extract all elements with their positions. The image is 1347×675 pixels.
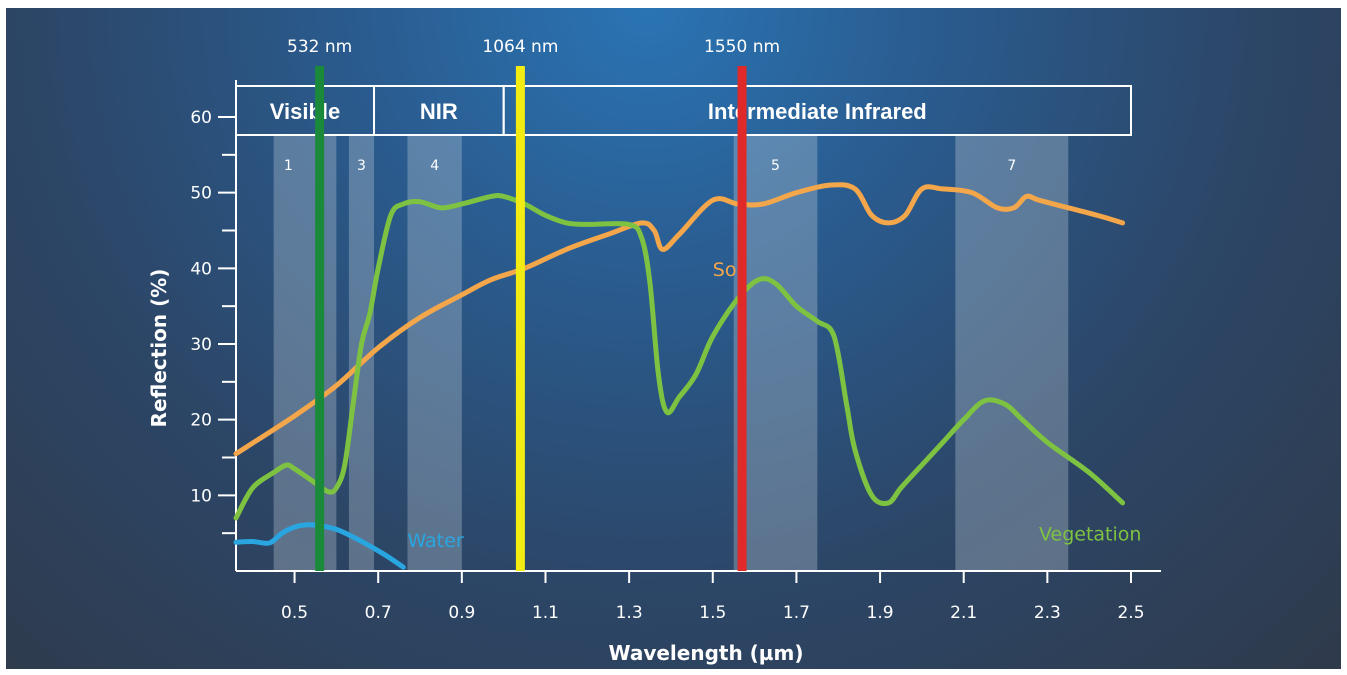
band-label-1: 1 [284, 158, 293, 174]
x-tick-label-2.3: 2.3 [1034, 603, 1061, 623]
band-label-3: 3 [357, 158, 366, 174]
x-tick-label-1.1: 1.1 [532, 603, 559, 623]
laser-label-0: 532 nm [287, 37, 352, 57]
x-tick-label-2.1: 2.1 [950, 603, 977, 623]
x-tick-label-1.5: 1.5 [699, 603, 726, 623]
soil-line [233, 182, 1126, 457]
y-tick-label-10: 10 [190, 486, 212, 506]
y-tick-label-40: 40 [190, 259, 212, 279]
vegetation-line [233, 193, 1126, 521]
y-tick-label-60: 60 [190, 108, 212, 128]
water-label: Water [407, 530, 463, 552]
x-tick-label-1.9: 1.9 [867, 603, 894, 623]
vegetation-label: Vegetation [1039, 524, 1141, 546]
chart-panel: 123457VisibleNIRIntermediate Infrared102… [6, 8, 1341, 669]
y-axis-title: Reflection (%) [147, 269, 171, 428]
y-tick-label-50: 50 [190, 184, 212, 204]
band-5 [733, 135, 818, 571]
band-7 [955, 135, 1069, 571]
y-tick-label-20: 20 [190, 411, 212, 431]
region-label-0: Visible [270, 99, 341, 124]
x-tick-label-1.3: 1.3 [616, 603, 643, 623]
x-tick-label-0.9: 0.9 [448, 603, 475, 623]
band-1 [273, 135, 303, 571]
x-tick-label-1.7: 1.7 [783, 603, 810, 623]
x-tick-label-2.5: 2.5 [1117, 603, 1144, 623]
band-label-4: 4 [430, 158, 439, 174]
reflectance-chart: 123457VisibleNIRIntermediate Infrared102… [147, 37, 1161, 665]
x-tick-label-0.7: 0.7 [365, 603, 392, 623]
laser-label-2: 1550 nm [704, 37, 780, 57]
x-tick-label-0.5: 0.5 [281, 603, 308, 623]
water-line [233, 522, 406, 570]
region-label-1: NIR [420, 99, 458, 124]
region-box-2 [502, 85, 1132, 136]
x-axis-title: Wavelength (µm) [608, 641, 803, 665]
band-label-7: 7 [1007, 158, 1016, 174]
y-tick-label-30: 30 [190, 335, 212, 355]
laser-label-1: 1064 nm [482, 37, 558, 57]
band-label-5: 5 [771, 158, 780, 174]
